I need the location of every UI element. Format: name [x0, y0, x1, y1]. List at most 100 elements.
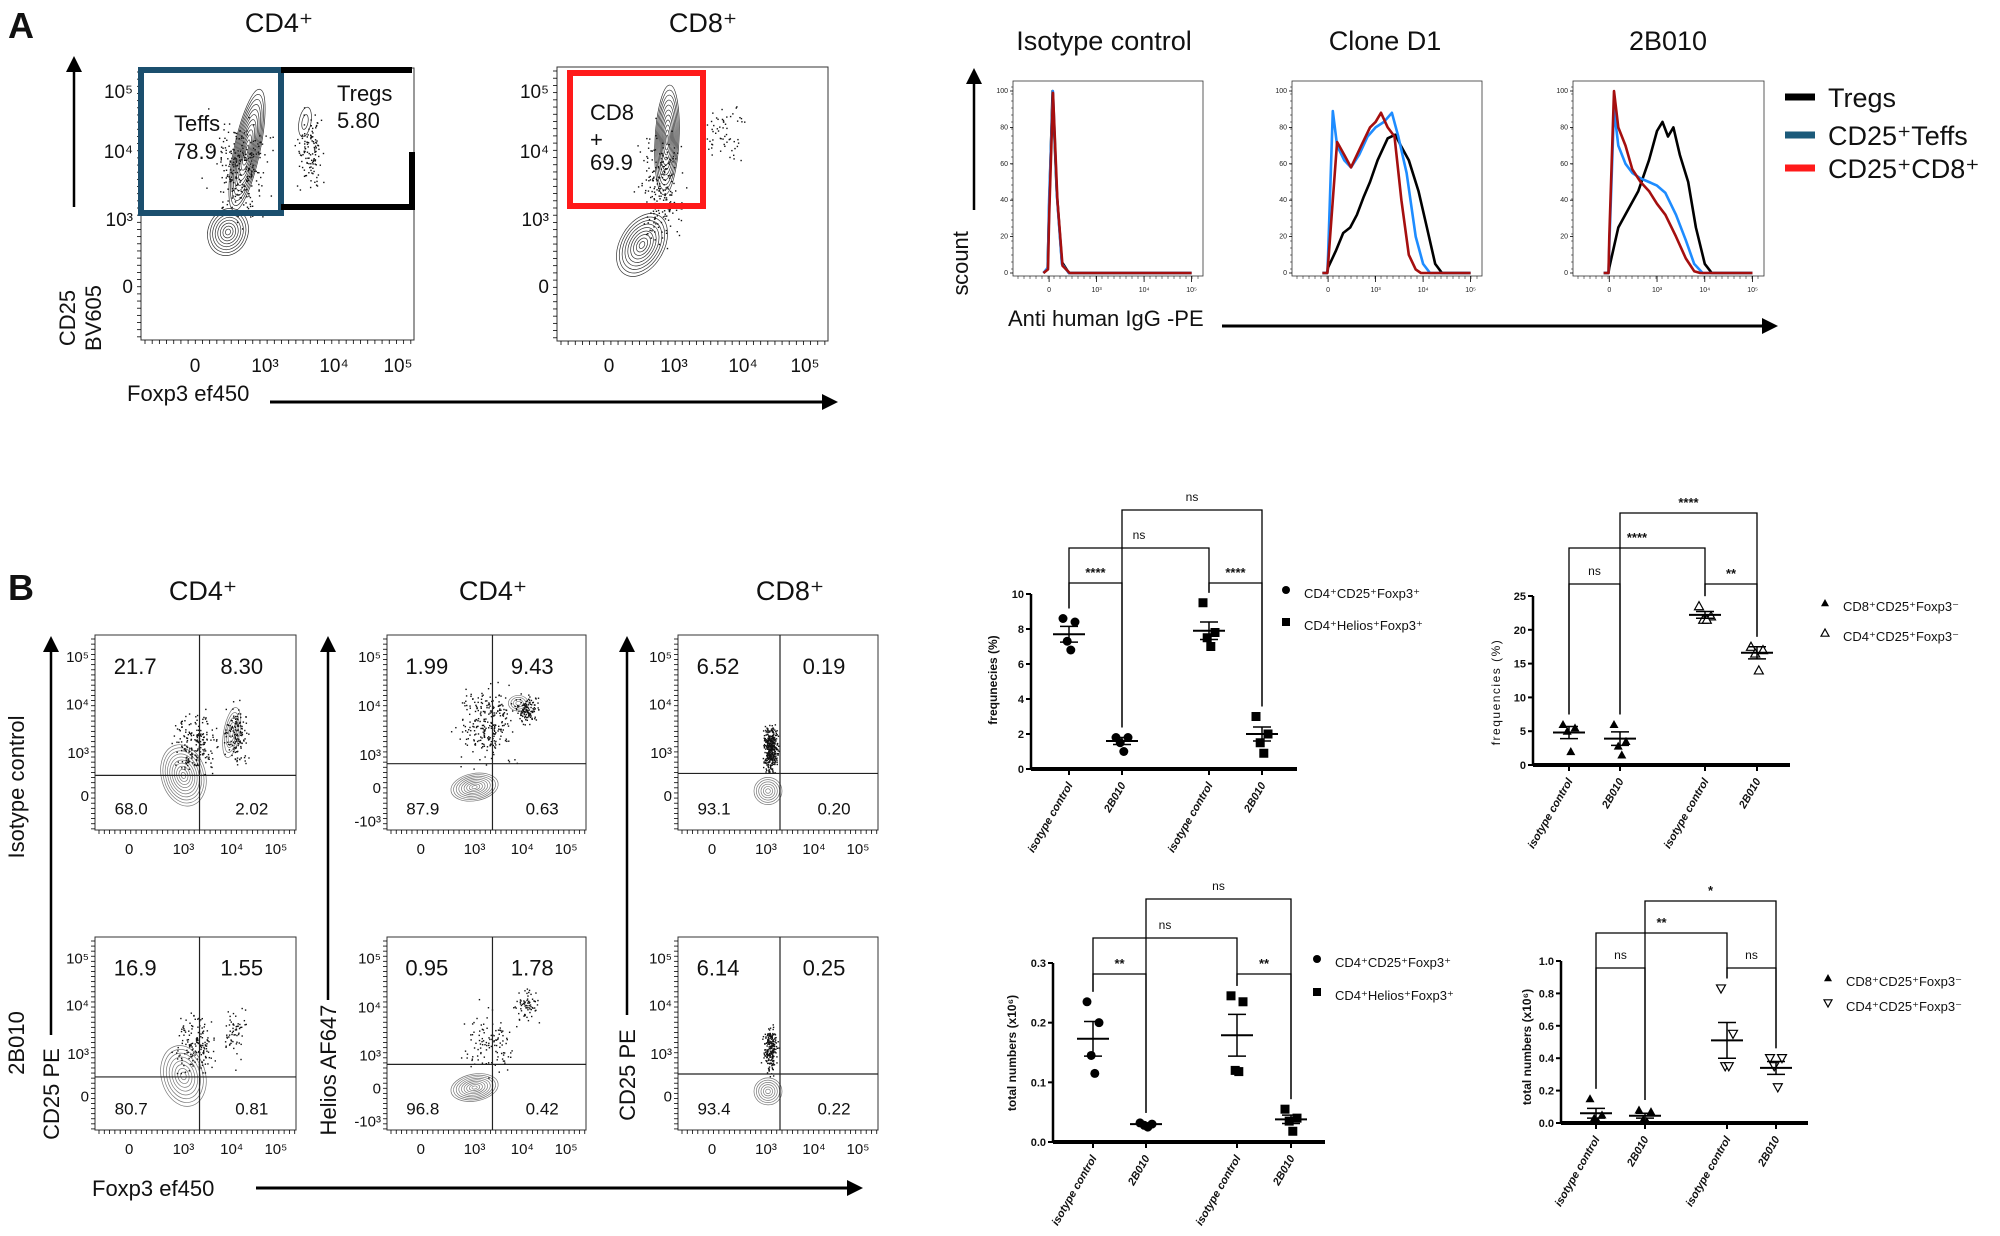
- y-tick-label: 10⁵: [358, 951, 381, 968]
- x-category-label: 2B010: [1755, 1134, 1783, 1170]
- data-point: [1255, 738, 1265, 748]
- quadrant-lower-left: 80.7: [115, 1100, 148, 1119]
- histogram-curve-1: [1322, 133, 1471, 275]
- x-tick-label: 10⁴: [1418, 287, 1429, 294]
- significance-bracket: [1208, 582, 1263, 707]
- y-tick-label: 60: [1560, 161, 1568, 168]
- scatter-chart-4: 0.0 0.2 0.4 0.6 0.8 1.0 isotype control 2B010 is…: [1520, 883, 1962, 1209]
- y-tick-label: 40: [1279, 197, 1287, 204]
- y-tick-label: 0: [1004, 270, 1008, 277]
- significance-label: ns: [1186, 490, 1199, 504]
- significance-bracket: [1068, 582, 1123, 728]
- y-tick-label: 0.1: [1031, 1077, 1046, 1089]
- data-point: [1566, 746, 1576, 756]
- x-tick-label: 10⁵: [790, 356, 819, 377]
- x-category-label: isotype control: [1684, 1134, 1734, 1209]
- data-point: [1210, 628, 1220, 637]
- histogram-curve-2: [1322, 109, 1471, 275]
- scatter-chart-2: 0 5 10 15 20 25 isotype control 2B010 isotype co…: [1489, 495, 1959, 851]
- x-tick-label: 0: [604, 356, 615, 377]
- data-point: [1727, 1029, 1739, 1040]
- y-tick-label: 10³: [359, 1048, 381, 1065]
- quadrant-lower-left: 93.1: [697, 799, 730, 818]
- data-point: [1642, 1116, 1652, 1125]
- quadrant-lower-right: 0.22: [817, 1100, 850, 1119]
- y-tick-label: 6: [1018, 659, 1024, 671]
- plot-frame: [94, 936, 297, 1131]
- histogram-curve-3: [1322, 111, 1471, 275]
- y-tick-label: 10⁵: [66, 649, 89, 666]
- quadrant-upper-left: 1.99: [405, 654, 448, 679]
- x-tick-label: 10³: [173, 1141, 195, 1158]
- quadrant-lower-left: 93.4: [697, 1100, 730, 1119]
- histogram-curve-2: [1603, 107, 1753, 275]
- y-tick-label: 0: [373, 1081, 381, 1098]
- y-tick-label: 10⁵: [358, 649, 381, 666]
- significance-label: ns: [1212, 879, 1225, 893]
- y-tick-label: 10: [1012, 589, 1024, 601]
- y-tick-label: 0.2: [1031, 1018, 1046, 1030]
- y-axis-arrow: [43, 636, 59, 1035]
- x-axis-arrow: [1222, 318, 1778, 334]
- quadrant-lower-right: 0.20: [817, 799, 850, 818]
- significance-label: ns: [1745, 948, 1758, 962]
- data-point: [1593, 1116, 1603, 1125]
- count-axis-arrow: [966, 68, 982, 210]
- x-tick-label: 10⁵: [555, 841, 578, 858]
- x-tick-label: 10³: [755, 1141, 777, 1158]
- y-tick-label: 10⁴: [649, 998, 672, 1015]
- x-tick-label: 10⁴: [1699, 287, 1710, 294]
- y-tick-label: 20: [1560, 234, 1568, 241]
- x-category-label: 2B010: [1101, 780, 1129, 816]
- y-tick-label: 0.3: [1031, 958, 1046, 970]
- data-point: [1288, 1126, 1298, 1136]
- y-tick-label: 0: [1520, 760, 1526, 772]
- y-tick-label: 40: [1000, 197, 1008, 204]
- panel-a-flow-plots: CD4⁺ 10⁵ 10⁴ 10³ 0 0 10³ 10⁴ 10⁵ CD8⁺ 10⁵ 10⁴ 10³ 0 0 1…: [55, 8, 838, 410]
- y-tick-label: 10³: [522, 210, 549, 231]
- significance-label: **: [1259, 956, 1270, 971]
- x-tick-label: 0: [125, 841, 133, 858]
- data-point: [1094, 1018, 1104, 1028]
- event-dots: [450, 681, 519, 770]
- significance-bracket: [1644, 900, 1777, 1101]
- x-category-label: 2B010: [1599, 776, 1627, 812]
- y-tick-label: 40: [1560, 197, 1568, 204]
- data-point: [1259, 748, 1269, 758]
- significance-label: ns: [1614, 948, 1627, 962]
- gate-percent: 5.80: [337, 108, 380, 133]
- flow-plot-r1-c3: 10⁵ 10⁴ 10³ 0 0 10³ 10⁴ 10⁵ 6.52 0.19 93.1 0.20: [649, 634, 879, 858]
- data-point: [1634, 1105, 1644, 1114]
- quadrant-upper-right: 0.19: [803, 654, 846, 679]
- data-point: [1609, 719, 1619, 729]
- x-tick-label: 10³: [464, 841, 486, 858]
- x-tick-label: 10³: [1371, 287, 1382, 294]
- x-tick-label: 10⁵: [847, 1141, 870, 1158]
- y-tick-label: 60: [1000, 161, 1008, 168]
- legend-marker: [1313, 955, 1321, 963]
- y-tick-label: 20: [1279, 234, 1287, 241]
- x-tick-label: 10⁵: [1186, 287, 1197, 294]
- y-tick-label: 10³: [650, 745, 672, 762]
- contour-population: [753, 776, 783, 805]
- data-point: [1701, 613, 1713, 624]
- plot-frame: [386, 634, 587, 831]
- y-tick-label: 20: [1000, 234, 1008, 241]
- quadrant-upper-right: 1.55: [220, 956, 263, 981]
- data-point: [1198, 598, 1208, 608]
- significance-label: ****: [1225, 565, 1246, 580]
- significance-bracket: [1704, 583, 1758, 637]
- x-category-label: isotype control: [1026, 780, 1076, 855]
- data-point: [1115, 738, 1125, 748]
- y-tick-label: 2: [1018, 729, 1024, 741]
- y-tick-label: 10⁴: [358, 698, 381, 715]
- legend-label: CD8⁺CD25⁺Foxp3⁻: [1846, 974, 1962, 989]
- significance-bracket: [1092, 973, 1147, 1113]
- x-category-label: 2B010: [1624, 1134, 1652, 1170]
- data-point: [1585, 1094, 1595, 1103]
- data-point: [1284, 1116, 1294, 1126]
- data-point: [1772, 1083, 1784, 1094]
- significance-bracket: [1121, 509, 1263, 728]
- y-axis-label: total numbers (x10⁶): [1005, 995, 1019, 1111]
- significance-label: ns: [1159, 918, 1172, 932]
